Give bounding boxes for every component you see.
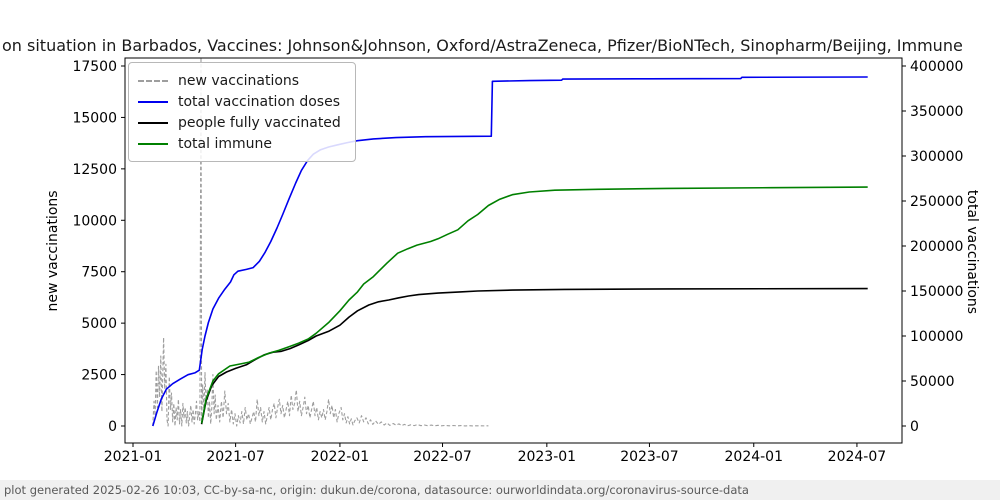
y-left-tick-label: 10000 bbox=[72, 213, 117, 229]
x-tick-label: 2022-07 bbox=[413, 449, 472, 465]
dashed-line-icon bbox=[138, 79, 168, 82]
plot-frame bbox=[124, 57, 903, 444]
y-right-tick-label: 350000 bbox=[910, 104, 963, 120]
x-tick-label: 2022-01 bbox=[311, 449, 370, 465]
y-left-tick-label: 5000 bbox=[81, 316, 117, 332]
solid-line-icon bbox=[138, 121, 168, 124]
footer-attribution-text: plot generated 2025-02-26 10:03, CC-by-s… bbox=[4, 483, 749, 497]
line-new-vaccinations bbox=[152, 58, 489, 427]
legend-item-new-vaccinations: new vaccinations bbox=[138, 70, 341, 91]
y-left-tick-label: 2500 bbox=[81, 368, 117, 384]
y-right-tick-label: 0 bbox=[910, 419, 919, 435]
y-left-axis-label: new vaccinations bbox=[45, 190, 61, 311]
y-right-tick-label: 200000 bbox=[910, 239, 963, 255]
y-left-tick-label: 0 bbox=[108, 419, 117, 435]
legend-item-total-immune: total immune bbox=[138, 133, 341, 154]
solid-line-icon bbox=[138, 142, 168, 145]
x-tick-label: 2024-01 bbox=[725, 449, 784, 465]
legend-item-people-fully-vaccinated: people fully vaccinated bbox=[138, 112, 341, 133]
chart-title: on situation in Barbados, Vaccines: John… bbox=[2, 36, 963, 55]
x-tick-label: 2021-01 bbox=[104, 449, 163, 465]
legend-item-total-vaccination-doses: total vaccination doses bbox=[138, 91, 341, 112]
footer-bar: plot generated 2025-02-26 10:03, CC-by-s… bbox=[0, 480, 1000, 500]
legend: new vaccinations total vaccination doses… bbox=[128, 62, 356, 162]
x-tick-label: 2023-01 bbox=[518, 449, 577, 465]
y-left-tick-label: 12500 bbox=[72, 162, 117, 178]
line-total-immune bbox=[200, 186, 868, 424]
legend-label: people fully vaccinated bbox=[178, 114, 341, 131]
y-right-tick-label: 50000 bbox=[910, 374, 955, 390]
y-right-tick-label: 100000 bbox=[910, 329, 963, 345]
y-right-tick-label: 300000 bbox=[910, 149, 963, 165]
legend-label: total vaccination doses bbox=[178, 93, 340, 110]
y-left-tick-label: 17500 bbox=[72, 59, 117, 75]
x-tick-label: 2021-07 bbox=[206, 449, 265, 465]
legend-label: total immune bbox=[178, 135, 272, 152]
line-people-fully-vaccinated bbox=[200, 287, 868, 425]
y-right-tick-label: 150000 bbox=[910, 284, 963, 300]
x-tick-label: 2024-07 bbox=[828, 449, 887, 465]
y-right-axis-label: total vaccinations bbox=[964, 190, 980, 314]
y-right-tick-label: 250000 bbox=[910, 194, 963, 210]
line-total-vaccination-doses bbox=[152, 76, 868, 427]
y-left-tick-label: 15000 bbox=[72, 110, 117, 126]
legend-label: new vaccinations bbox=[178, 72, 300, 89]
x-tick-label: 2023-07 bbox=[620, 449, 679, 465]
y-right-tick-label: 400000 bbox=[910, 59, 963, 75]
solid-line-icon bbox=[138, 100, 168, 103]
y-left-tick-label: 7500 bbox=[81, 265, 117, 281]
